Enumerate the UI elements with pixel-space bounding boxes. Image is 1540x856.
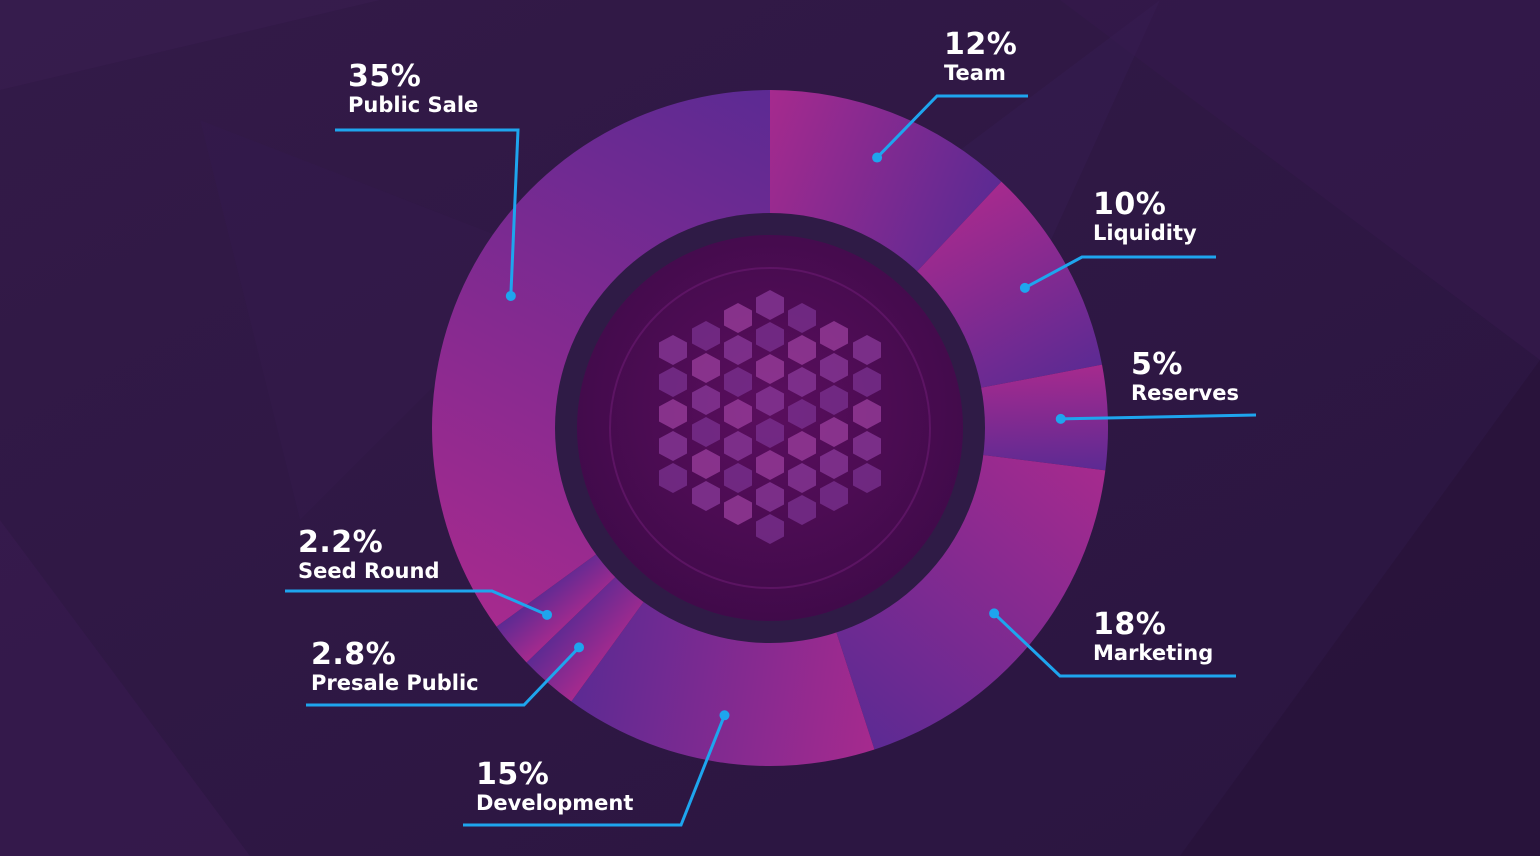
gem-facet [692,321,720,351]
slice-name-team: Team [944,61,1006,85]
label-development: 15% Development [476,760,633,814]
gem-facet [659,399,687,429]
leader-dot-seed-round [542,609,553,620]
slice-name-marketing: Marketing [1093,641,1214,665]
value-label-marketing: 18% [1093,607,1167,642]
leader-line-team [876,94,1028,159]
gem-facet [692,481,720,511]
gem-facet [820,449,848,479]
leader-dot-public-sale [505,290,516,301]
gem-facet [724,367,752,397]
value-label-liquidity: 10% [1093,187,1167,222]
gem-facet [659,463,687,493]
center-emblem [555,213,985,643]
gem-facet [788,367,816,397]
leader-dot-presale-public [574,642,585,653]
label-team: 12% Team [944,30,1017,84]
gem-facet [756,354,784,384]
faceted-gem-logo-icon [659,290,881,544]
gem-facet [756,290,784,320]
gem-facet [853,399,881,429]
leader-line-presale-public [306,646,581,707]
gem-facet [692,353,720,383]
slice-marketing [836,454,1106,750]
gem-facet [788,335,816,365]
leader-line-development [463,714,726,827]
gem-facet [659,335,687,365]
gem-facet [692,417,720,447]
gem-facet [724,399,752,429]
slice-public-sale [432,90,770,627]
gem-facet [788,399,816,429]
gem-facet [724,495,752,525]
gem-facet [788,463,816,493]
slice-name-reserves: Reserves [1131,381,1239,405]
gem-facet [724,463,752,493]
leader-line-reserves [1060,413,1257,421]
gem-facet [692,385,720,415]
gem-facet [788,303,816,333]
label-reserves: 5% Reserves [1131,350,1239,404]
gem-facet [756,482,784,512]
leader-line-public-sale [335,128,520,297]
leader-dot-marketing [989,608,1000,619]
value-label-reserves: 5% [1131,347,1183,382]
label-liquidity: 10% Liquidity [1093,190,1197,244]
gem-facet [853,431,881,461]
gem-facet [853,367,881,397]
leader-dot-liquidity [1019,282,1030,293]
slice-name-development: Development [476,791,634,815]
slice-development [571,601,875,766]
gem-facet [820,321,848,351]
gem-facet [756,450,784,480]
gem-facet [724,431,752,461]
value-label-team: 12% [944,27,1018,62]
label-seed-round: 2.2% Seed Round [298,528,439,582]
gem-facet [788,431,816,461]
gem-facet [724,335,752,365]
gem-facet [659,431,687,461]
gem-facet [853,463,881,493]
leader-line-seed-round [285,589,548,617]
gem-facet [756,514,784,544]
gem-facet [659,367,687,397]
label-public-sale: 35% Public Sale [348,62,478,116]
gem-facet [756,418,784,448]
leader-line-liquidity [1024,255,1216,290]
slice-name-seed-round: Seed Round [298,559,440,583]
leader-line-marketing [993,612,1236,678]
slice-name-presale-public: Presale Public [311,671,479,695]
gem-facet [756,386,784,416]
gem-facet [820,385,848,415]
label-marketing: 18% Marketing [1093,610,1213,664]
leader-dot-development [719,710,730,721]
gem-facet [788,495,816,525]
gem-facet [756,322,784,352]
gem-facet [724,303,752,333]
leader-dot-team [872,152,883,163]
label-presale-public: 2.8% Presale Public [311,640,479,694]
leader-dot-reserves [1055,413,1066,424]
gem-facet [820,417,848,447]
slice-reserves [980,364,1108,471]
gem-facet [820,353,848,383]
value-label-seed-round: 2.2% [298,525,384,560]
value-label-development: 15% [476,757,550,792]
slice-name-public-sale: Public Sale [348,93,479,117]
slice-team [770,90,1002,273]
gem-facet [820,481,848,511]
slice-seed-round [496,553,616,663]
slice-liquidity [916,181,1103,388]
value-label-public-sale: 35% [348,59,422,94]
leader-lines [285,94,1257,827]
gem-facet [853,335,881,365]
gem-facet [692,449,720,479]
value-label-presale-public: 2.8% [311,637,397,672]
slice-name-liquidity: Liquidity [1093,221,1197,245]
